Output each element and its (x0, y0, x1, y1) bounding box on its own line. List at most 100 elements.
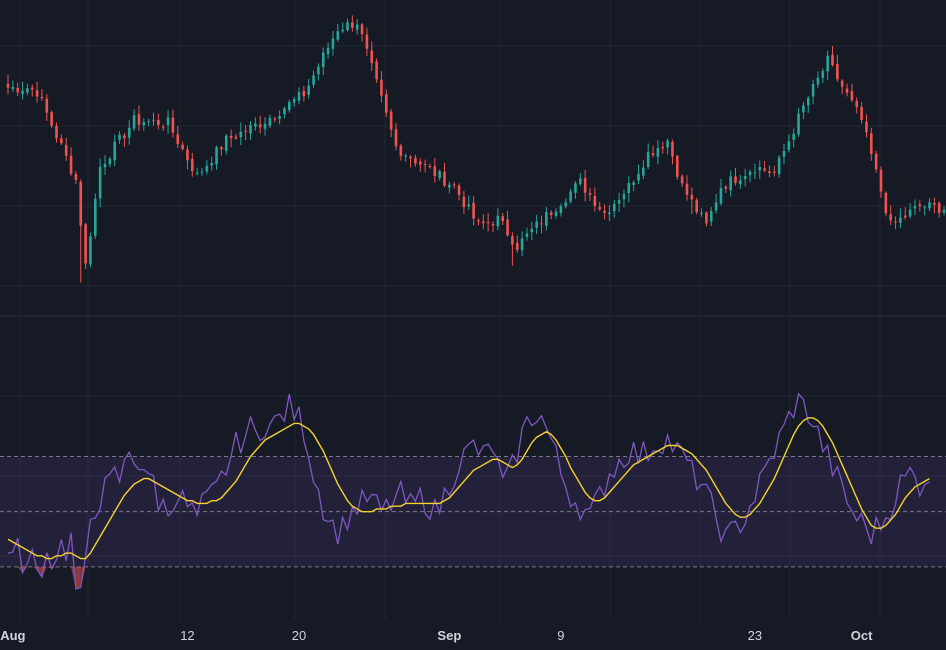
candle-body (69, 155, 73, 174)
candle-body (627, 182, 631, 194)
candle-body (229, 136, 233, 139)
candle-body (511, 236, 514, 245)
candle-body (709, 211, 713, 222)
time-axis: Aug 12 20 Sep 9 23 Oct (0, 628, 873, 643)
candle-body (200, 171, 204, 173)
candle-body (525, 233, 529, 238)
rsi-line (7, 392, 930, 591)
candle-body (244, 130, 247, 132)
candle-body (55, 125, 58, 139)
candle-body (748, 171, 752, 176)
candle-body (258, 124, 262, 128)
candle-body (452, 184, 456, 186)
candle-body (423, 164, 427, 166)
candle-body (705, 212, 708, 224)
x-tick-label: 20 (292, 628, 306, 643)
candle-body (137, 114, 141, 125)
candle-body (477, 220, 480, 222)
candle-body (855, 100, 859, 108)
candle-body (292, 99, 296, 103)
x-tick-label: 12 (180, 628, 194, 643)
candle-body (127, 127, 131, 138)
candle-body (889, 214, 892, 221)
candle-body (540, 223, 543, 225)
candle-body (520, 238, 524, 251)
candle-body (676, 156, 679, 177)
candle-body (191, 159, 194, 172)
candle-body (147, 121, 150, 123)
candle-body (928, 202, 931, 209)
candle-body (598, 206, 601, 210)
candle-body (312, 75, 315, 85)
candle-body (326, 47, 330, 55)
candle-body (724, 186, 728, 189)
candle-body (739, 180, 742, 185)
candle-body (142, 122, 146, 126)
candle-body (729, 176, 732, 191)
candle-body (554, 211, 558, 216)
rsi-panel[interactable] (0, 392, 946, 591)
candle-body (933, 203, 936, 205)
candle-body (302, 90, 306, 97)
candle-body (288, 101, 291, 111)
candle-body (530, 228, 534, 233)
candle-body (98, 166, 102, 199)
candle-body (574, 183, 577, 193)
candle-body (603, 210, 606, 213)
candle-body (152, 119, 155, 121)
candle-body (913, 206, 917, 209)
candle-body (768, 171, 771, 174)
candle-body (161, 126, 165, 128)
candle-body (74, 174, 78, 180)
x-tick-label: 23 (748, 628, 762, 643)
candle-body (646, 151, 650, 167)
candle-body (341, 29, 344, 32)
candle-body (428, 166, 432, 168)
candle-body (224, 135, 228, 151)
candle-body (205, 165, 209, 172)
candle-body (84, 224, 87, 264)
candle-body (336, 31, 340, 40)
candle-body (787, 141, 791, 151)
candle-body (899, 217, 902, 223)
candle-body (806, 98, 810, 106)
candle-body (700, 212, 703, 214)
candle-body (622, 194, 626, 200)
candle-body (64, 145, 68, 156)
candle-body (263, 123, 267, 129)
candle-body (719, 188, 723, 204)
candle-body (651, 153, 655, 156)
candle-body (385, 94, 388, 113)
candle-body (559, 206, 563, 214)
candle-body (782, 150, 786, 157)
candle-body (564, 202, 568, 207)
candle-body (763, 168, 766, 171)
candle-body (60, 138, 63, 144)
candle-body (443, 171, 446, 186)
candle-body (821, 70, 825, 78)
candle-body (850, 90, 854, 101)
candle-body (297, 92, 301, 101)
rsi-oversold-fill (32, 566, 38, 570)
rsi-ma-line (7, 417, 930, 560)
x-tick-label: 9 (557, 628, 564, 643)
price-panel[interactable] (6, 15, 946, 283)
candle-body (506, 219, 509, 236)
candle-body (89, 236, 92, 265)
candle-body (797, 113, 800, 135)
candle-body (758, 167, 762, 171)
candle-body (579, 178, 582, 184)
rsi-oversold-fill (46, 566, 52, 569)
candle-body (278, 116, 281, 119)
candle-body (254, 123, 257, 127)
candle-body (501, 216, 504, 222)
candle-body (40, 96, 44, 99)
candle-body (79, 181, 83, 226)
candle-body (680, 176, 684, 184)
candle-body (45, 98, 49, 113)
candle-body (666, 140, 669, 148)
candle-body (472, 202, 475, 219)
